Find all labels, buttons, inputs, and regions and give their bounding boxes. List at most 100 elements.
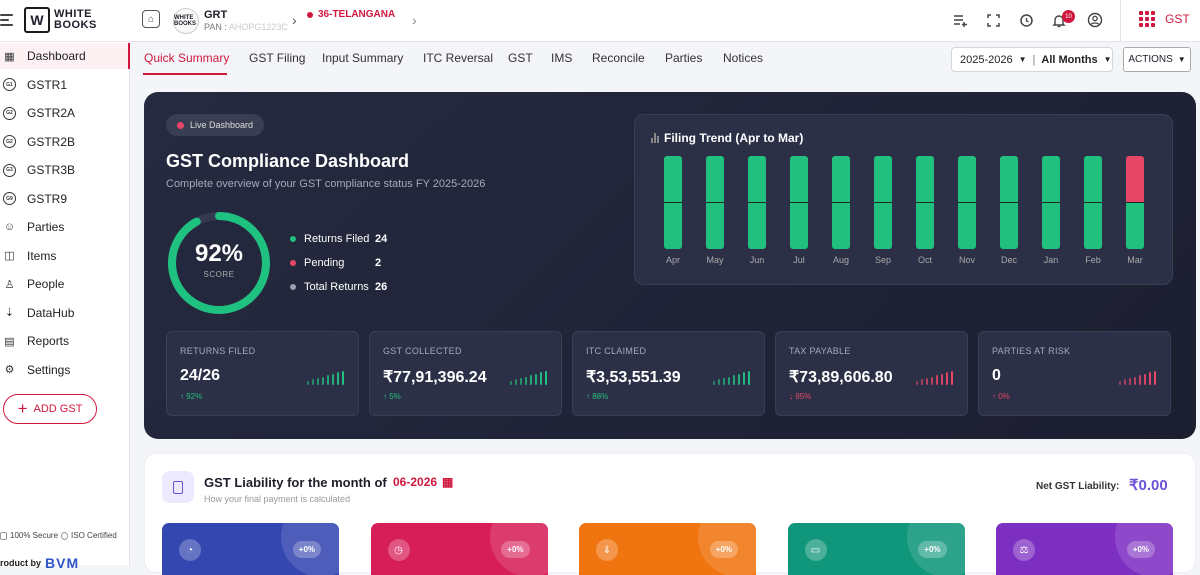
- chevron-right-icon[interactable]: ›: [412, 12, 417, 28]
- score-gauge: [168, 212, 270, 314]
- trend-bar-aug: [832, 156, 850, 249]
- trend-label-nov: Nov: [958, 255, 975, 265]
- compliance-dashboard: Live Dashboard GST Compliance Dashboard …: [144, 92, 1196, 439]
- bvm-logo: BVM: [45, 555, 80, 571]
- sidebar-item-gstr2a[interactable]: G2 GSTR2A: [0, 100, 130, 126]
- add-gst-label: ADD GST: [33, 403, 83, 415]
- sidebar-item-gstr1[interactable]: G1 GSTR1: [0, 72, 130, 98]
- legend-label: Returns Filed: [304, 233, 370, 245]
- sparkline: [916, 371, 953, 385]
- home-icon[interactable]: ⌂: [142, 10, 160, 28]
- stat-label: GST COLLECTED: [383, 346, 462, 356]
- sidebar-item-people[interactable]: ♙ People: [0, 271, 130, 297]
- legend-dot: [290, 236, 296, 242]
- spark-bar: [748, 371, 750, 385]
- actions-button[interactable]: ACTIONS ▼: [1123, 47, 1191, 72]
- stat-change: ↓ 95%: [789, 392, 812, 401]
- sidebar-item-label: Dashboard: [27, 49, 86, 63]
- menu-icon[interactable]: [0, 14, 13, 29]
- spark-bar: [317, 378, 319, 385]
- trend-label-jul: Jul: [793, 255, 805, 265]
- sidebar-item-settings[interactable]: ⚙ Settings: [0, 357, 130, 383]
- user-icon[interactable]: [1086, 11, 1104, 29]
- tab-notices[interactable]: Notices: [723, 51, 764, 65]
- sidebar-item-reports[interactable]: ▤ Reports: [0, 328, 130, 354]
- sidebar-item-gstr9[interactable]: G9 GSTR9: [0, 186, 130, 212]
- parties-icon: ☺: [3, 221, 16, 233]
- bell-icon[interactable]: [1050, 11, 1068, 29]
- tab-gst[interactable]: GST: [508, 51, 533, 65]
- sidebar-item-label: Parties: [27, 220, 65, 234]
- tab-reconcile[interactable]: Reconcile: [592, 51, 645, 65]
- filed-segment: [790, 203, 808, 249]
- org-pan: PAN : AHOPG1223C: [204, 22, 288, 32]
- spark-bar: [931, 376, 933, 385]
- pending-segment: [1126, 156, 1144, 203]
- sidebar-item-parties[interactable]: ☺ Parties: [0, 214, 130, 240]
- iso-label: ISO Certified: [71, 531, 117, 540]
- stat-value: ₹3,53,551.39: [586, 369, 681, 386]
- trend-label-sep: Sep: [874, 255, 891, 265]
- sidebar-item-items[interactable]: ◫ Items: [0, 243, 130, 269]
- pie-icon: ◔: [179, 539, 201, 561]
- history-icon[interactable]: [1017, 11, 1035, 29]
- liability-subtitle: How your final payment is calculated: [204, 494, 351, 504]
- sidebar-item-label: GSTR1: [27, 77, 68, 92]
- logo-mark: W: [24, 7, 50, 33]
- trend-bar-jan: [1042, 156, 1060, 249]
- liability-card[interactable]: ▭ +0%: [787, 523, 965, 575]
- tab-parties[interactable]: Parties: [665, 51, 703, 65]
- tab-input-summary[interactable]: Input Summary: [322, 51, 404, 65]
- security-badges: 100% Secure ISO Certified: [0, 531, 117, 540]
- liability-card[interactable]: ⇓ +0%: [579, 523, 756, 575]
- period-selector[interactable]: 2025-2026 ▼ | All Months ▼: [951, 47, 1113, 72]
- filed-segment: [748, 203, 766, 249]
- fullscreen-icon[interactable]: [984, 11, 1002, 29]
- spark-bar: [1144, 373, 1146, 385]
- liability-month-picker[interactable]: 06-2026 ▦: [393, 475, 453, 489]
- liability-card[interactable]: ◔ +0%: [162, 523, 339, 575]
- tab-ims[interactable]: IMS: [551, 51, 573, 65]
- legend-label: Total Returns: [304, 281, 369, 293]
- tab-itc-reversal[interactable]: ITC Reversal: [423, 51, 494, 65]
- separator: |: [1032, 53, 1036, 66]
- sidebar-item-datahub[interactable]: ⇣ DataHub: [0, 300, 130, 326]
- scale-icon: ⚖: [1013, 539, 1035, 561]
- spark-bar: [718, 379, 720, 385]
- change-badge: +0%: [501, 541, 530, 558]
- live-dot: [177, 121, 184, 129]
- dashboard-subtitle: Complete overview of your GST compliance…: [166, 178, 486, 190]
- add-gst-button[interactable]: + ADD GST: [3, 394, 97, 424]
- logo: W WHITE BOOKS: [24, 7, 97, 33]
- stat-card-gst-collected: GST COLLECTED ₹77,91,396.24 ↑ 5%: [369, 331, 562, 416]
- filed-segment: [916, 203, 934, 249]
- stat-value: 24/26: [180, 367, 221, 384]
- sidebar-item-dashboard[interactable]: ▦ Dashboard: [0, 43, 130, 69]
- sidebar-item-gstr3b[interactable]: G3 GSTR3B: [0, 157, 130, 183]
- trend-label-oct: Oct: [917, 255, 932, 265]
- stat-value: 0: [992, 367, 1001, 384]
- gst-app-button[interactable]: GST: [1139, 11, 1190, 27]
- liability-card[interactable]: ⚖ +0%: [996, 523, 1173, 575]
- tab-gst-filing[interactable]: GST Filing: [249, 51, 306, 65]
- sidebar-item-gstr2b[interactable]: G2 GSTR2B: [0, 129, 130, 155]
- spark-bar: [936, 375, 938, 385]
- gstr3b-icon: G3: [3, 163, 16, 177]
- stat-value: ₹73,89,606.80: [789, 369, 893, 386]
- sparkline: [510, 371, 547, 385]
- tab-bar: Quick Summary GST Filing Input Summary ITC …: [130, 42, 1200, 76]
- add-list-icon[interactable]: [951, 11, 969, 29]
- spark-bar: [307, 380, 309, 385]
- trend-title-text: Filing Trend (Apr to Mar): [664, 131, 804, 145]
- state-selector[interactable]: 36-TELANGANA: [307, 9, 395, 20]
- spark-bar: [510, 380, 512, 385]
- org-name[interactable]: GRT: [204, 9, 228, 21]
- spark-bar: [332, 373, 334, 385]
- trend-title: Filing Trend (Apr to Mar): [651, 131, 803, 145]
- spark-bar: [322, 376, 324, 385]
- tab-quick-summary[interactable]: Quick Summary: [144, 51, 230, 65]
- trend-bar-apr: [664, 156, 682, 249]
- sidebar-item-label: GSTR3B: [27, 163, 76, 177]
- liability-card[interactable]: ◷ +0%: [370, 523, 548, 575]
- spark-bar: [1134, 376, 1136, 385]
